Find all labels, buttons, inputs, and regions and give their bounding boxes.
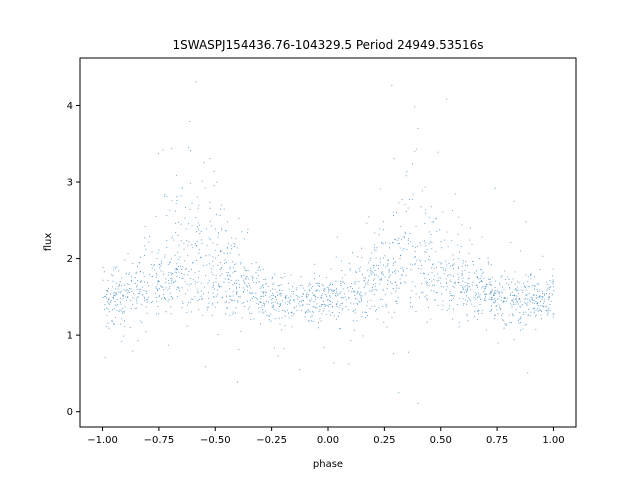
y-tick-label: 3 <box>67 178 73 189</box>
y-axis-label: flux <box>43 233 54 252</box>
y-axis-ticks: 0 1 2 3 4 <box>67 101 80 418</box>
x-tick-label: −0.75 <box>144 435 175 446</box>
x-axis-ticks: −1.00 −0.75 −0.50 −0.25 0.00 0.25 0.50 0.75 1.00 <box>87 427 565 446</box>
x-tick-label: −0.25 <box>256 435 287 446</box>
y-tick-label: 4 <box>67 101 73 112</box>
x-tick-label: −1.00 <box>87 435 118 446</box>
chart-title: 1SWASPJ154436.76-104329.5 Period 24949.5… <box>172 38 483 52</box>
y-tick-label: 1 <box>67 331 73 342</box>
x-tick-label: 0.00 <box>317 435 339 446</box>
y-tick-label: 2 <box>67 254 73 265</box>
y-tick-label: 0 <box>67 407 73 418</box>
x-axis-label: phase <box>313 459 343 470</box>
x-tick-label: 0.50 <box>430 435 452 446</box>
x-tick-label: −0.50 <box>200 435 231 446</box>
x-tick-label: 0.75 <box>486 435 508 446</box>
x-tick-label: 0.25 <box>373 435 395 446</box>
x-tick-label: 1.00 <box>542 435 564 446</box>
